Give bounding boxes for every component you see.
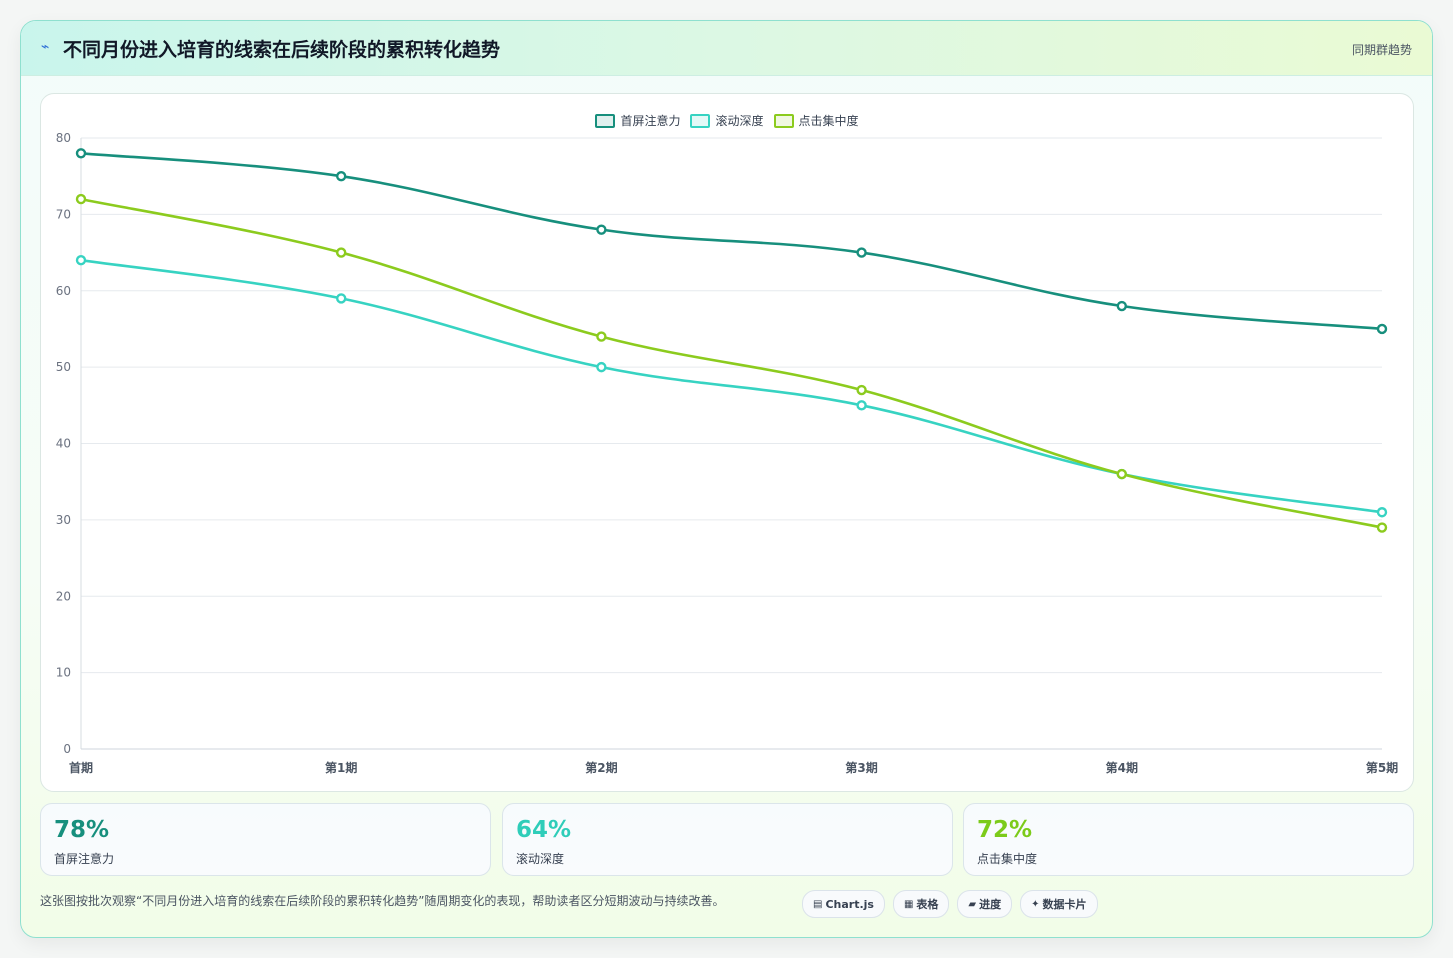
- stat-card-1: 64% 滚动深度: [502, 803, 953, 876]
- y-tick-label: 10: [56, 666, 71, 680]
- chip-chartjs[interactable]: ▤ Chart.js: [802, 890, 885, 918]
- x-tick-label: 第3期: [845, 760, 877, 775]
- x-tick-label: 第4期: [1106, 760, 1138, 775]
- stat-card-0: 78% 首屏注意力: [40, 803, 491, 876]
- stat-cards: 78% 首屏注意力 64% 滚动深度 72% 点击集中度: [40, 803, 1414, 876]
- stat-card-2: 72% 点击集中度: [963, 803, 1414, 876]
- data-point-1-1: [336, 293, 347, 304]
- chip-label: 表格: [916, 898, 939, 911]
- table-icon: ▦: [903, 898, 914, 910]
- data-point-1-2: [596, 361, 607, 373]
- chip-progress[interactable]: ▰ 进度: [957, 890, 1013, 918]
- legend-swatch-2: [773, 113, 794, 128]
- line-chart: 0 10 20 30 40 50 60 70 80 首期 第1期 第2期 第3期 第4期 第5期: [56, 131, 1398, 775]
- y-tick-label: 50: [56, 360, 71, 374]
- stat-value-1: 64%: [516, 817, 572, 843]
- data-point-0-5: [1376, 323, 1388, 335]
- legend-item-0[interactable]: 首屏注意力: [595, 112, 680, 129]
- data-point-2-4: [1116, 468, 1128, 480]
- x-tick-label: 第1期: [325, 760, 357, 775]
- data-point-0-3: [856, 247, 867, 258]
- series-line-0: [80, 151, 1383, 331]
- data-point-1-3: [856, 400, 867, 411]
- card-header: ⌁ 不同月份进入培育的线索在后续阶段的累积转化趋势 同期群趋势: [21, 21, 1432, 76]
- data-point-2-2: [596, 331, 607, 342]
- data-point-0-0: [75, 148, 87, 159]
- chip-data-card[interactable]: ✦ 数据卡片: [1020, 890, 1098, 918]
- data-point-1-5: [1376, 507, 1388, 518]
- header-tag: 同期群趋势: [1351, 43, 1412, 57]
- data-point-2-1: [336, 247, 347, 258]
- legend-item-1[interactable]: 滚动深度: [690, 112, 764, 129]
- x-tick-label: 第2期: [585, 760, 617, 775]
- y-tick-label: 40: [56, 437, 71, 451]
- legend-swatch-1: [690, 113, 711, 128]
- data-point-2-5: [1376, 522, 1388, 533]
- y-tick-label: 20: [56, 589, 71, 603]
- stat-label-2: 点击集中度: [977, 852, 1038, 866]
- y-tick-label: 80: [56, 131, 71, 145]
- data-point-2-0: [75, 193, 87, 205]
- x-tick-label: 首期: [69, 760, 93, 775]
- lightning-icon: ⌁: [41, 39, 50, 55]
- y-tick-label: 70: [56, 207, 71, 221]
- legend-swatch-0: [595, 113, 616, 128]
- chart-legend: 首屏注意力 滚动深度 点击集中度: [41, 112, 1413, 129]
- y-tick-label: 60: [56, 284, 71, 298]
- legend-item-2[interactable]: 点击集中度: [773, 112, 859, 129]
- stat-label-0: 首屏注意力: [54, 852, 115, 866]
- data-point-0-1: [336, 170, 347, 182]
- series-line-2: [80, 197, 1383, 529]
- chip-table[interactable]: ▦ 表格: [892, 890, 950, 918]
- chart-description: 这张图按批次观察“不同月份进入培育的线索在后续阶段的累积转化趋势”随周期变化的表…: [40, 894, 725, 908]
- data-point-0-2: [596, 224, 607, 235]
- data-point-2-3: [856, 384, 867, 396]
- y-tick-label: 30: [56, 513, 71, 527]
- data-point-1-0: [75, 254, 87, 266]
- x-tick-label: 第5期: [1366, 760, 1398, 775]
- chart-icon: ▤: [813, 898, 823, 910]
- chip-label: 数据卡片: [1042, 898, 1087, 911]
- legend-label-1: 滚动深度: [715, 114, 764, 128]
- sparkle-icon: ✦: [1031, 898, 1040, 910]
- chip-label: Chart.js: [825, 897, 874, 911]
- chip-label: 进度: [979, 898, 1002, 911]
- data-point-0-4: [1116, 300, 1128, 312]
- legend-label-2: 点击集中度: [798, 114, 859, 128]
- series-line-1: [80, 258, 1383, 514]
- progress-icon: ▰: [968, 898, 977, 910]
- stat-label-1: 滚动深度: [516, 852, 565, 866]
- chart-panel: 0 10 20 30 40 50 60 70 80 首期 第1期 第2期 第3期 第4期 第5期 首屏注意力…: [40, 93, 1414, 792]
- y-tick-label: 0: [63, 742, 71, 756]
- legend-label-0: 首屏注意力: [620, 114, 681, 128]
- stat-value-0: 78%: [54, 817, 110, 843]
- chart-card: ⌁ 不同月份进入培育的线索在后续阶段的累积转化趋势 同期群趋势 0 10 20 30 4…: [20, 20, 1433, 938]
- stat-value-2: 72%: [977, 817, 1033, 843]
- tag-chips: ▤ Chart.js ▦ 表格 ▰ 进度 ✦ 数据卡片: [802, 890, 1098, 918]
- page-title: 不同月份进入培育的线索在后续阶段的累积转化趋势: [63, 39, 501, 61]
